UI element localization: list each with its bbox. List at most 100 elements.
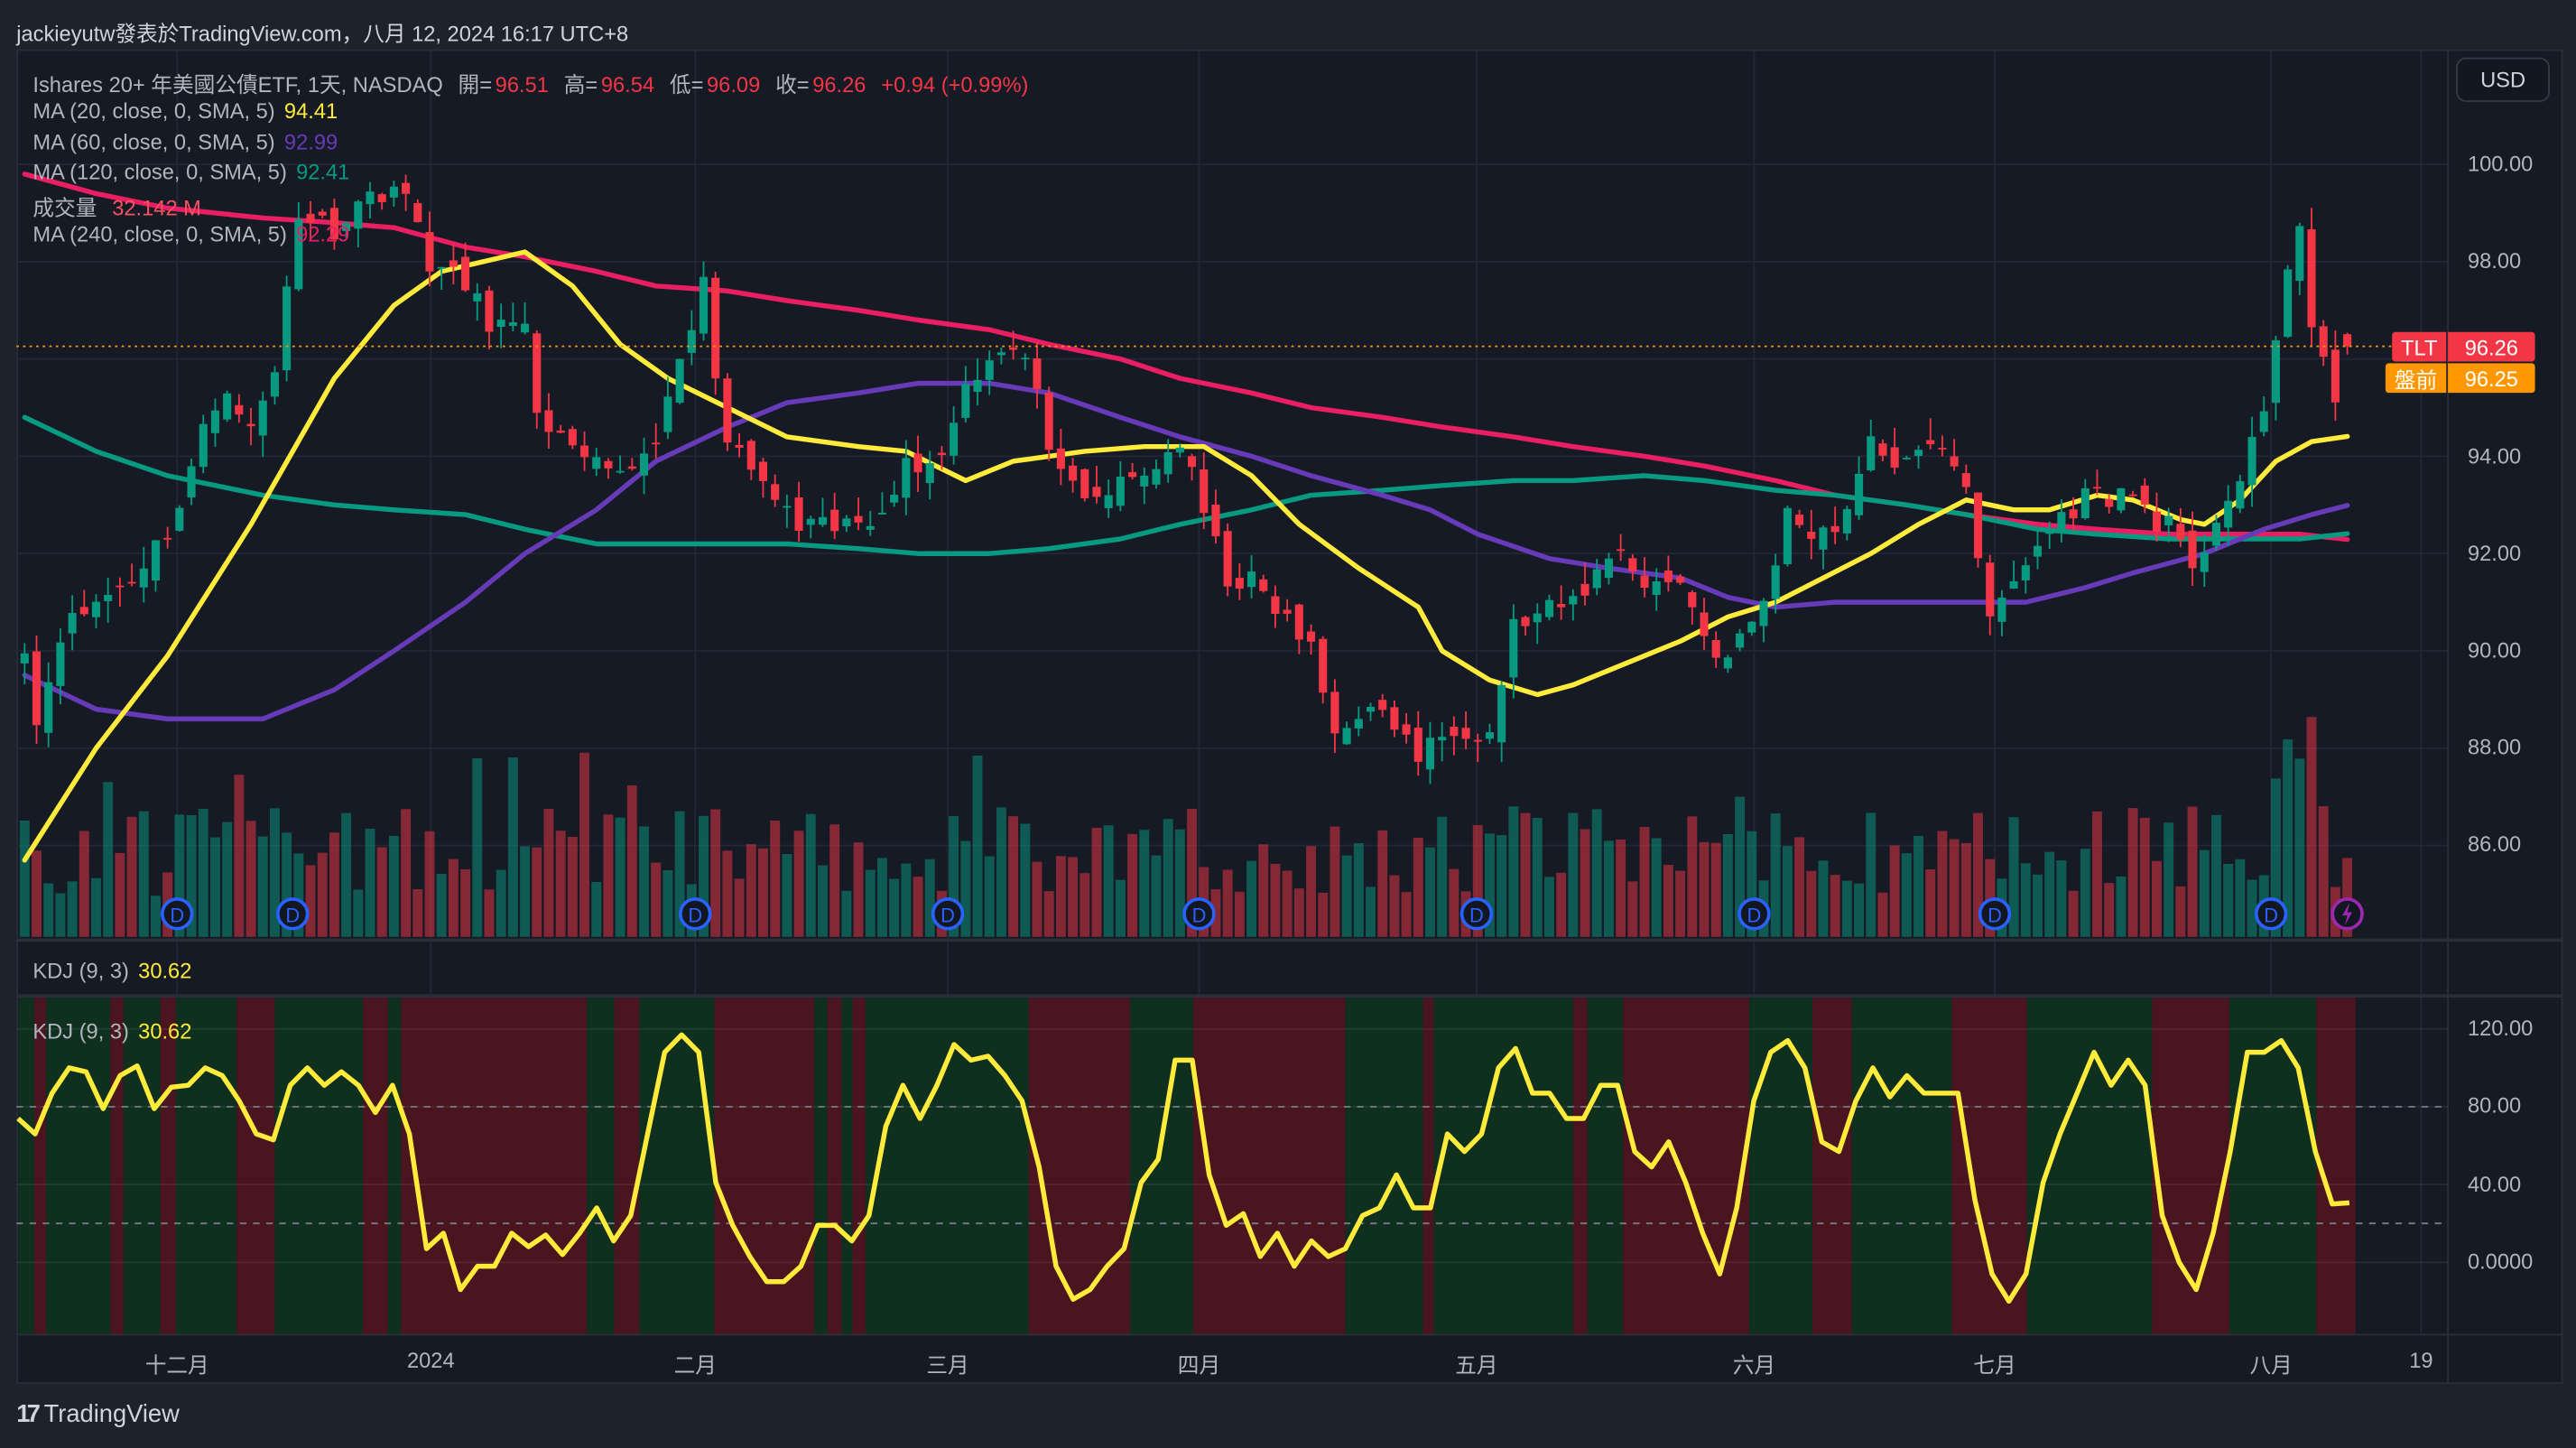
candle-up — [1783, 507, 1792, 564]
volume-bar — [412, 888, 423, 937]
volume-bar — [1735, 796, 1746, 937]
volume-bar — [1055, 856, 1066, 937]
candle-down — [794, 497, 803, 532]
candle-up — [2211, 523, 2221, 546]
kdj-value: 30.62 — [138, 1018, 192, 1044]
price-tick-label: 88.00 — [2467, 735, 2522, 760]
dividend-marker: D — [276, 897, 310, 931]
volume-bar — [984, 856, 995, 937]
symbol-legend[interactable]: Ishares 20+ 年美國公債ETF, 1天, NASDAQ 開= 96.51… — [32, 68, 1032, 99]
volume-bar — [1806, 870, 1817, 937]
ma60-legend[interactable]: MA (60, close, 0, SMA, 5) 92.99 — [32, 130, 340, 154]
volume-bar — [2164, 822, 2174, 937]
candle-up — [151, 540, 161, 581]
ma240-legend[interactable]: MA (240, close, 0, SMA, 5) 92.29 — [32, 222, 353, 246]
volume-bar — [1032, 861, 1042, 937]
volume-bar — [282, 832, 292, 937]
ma60-label: MA (60, close, 0, SMA, 5) — [32, 129, 275, 155]
candle-down — [711, 277, 720, 379]
dividend-label: D — [688, 904, 702, 926]
volume-legend[interactable]: 成交量 32.142 M — [32, 190, 204, 222]
volume-bar — [639, 826, 649, 937]
volume-bar — [2033, 874, 2043, 937]
ma240-label: MA (240, close, 0, SMA, 5) — [32, 221, 287, 247]
candle-down — [329, 208, 338, 240]
volume-bar — [1949, 839, 1960, 937]
candle-down — [1676, 576, 1685, 583]
candle-up — [1342, 728, 1351, 745]
bullish-band — [1433, 998, 1573, 1335]
ma120-legend[interactable]: MA (120, close, 0, SMA, 5) 92.41 — [32, 160, 353, 184]
volume-bar — [174, 814, 185, 937]
candle-down — [402, 182, 411, 194]
kdj-legend-collapsed[interactable]: KDJ (9, 3) 30.62 — [32, 958, 195, 982]
volume-bar — [1270, 863, 1281, 937]
volume-bar — [1330, 826, 1340, 937]
volume-bar — [269, 808, 280, 937]
tradingview-logo-icon: 17 — [16, 1400, 41, 1429]
candle-down — [913, 453, 922, 473]
bullish-band — [2229, 998, 2317, 1335]
dividend-icon — [276, 897, 310, 931]
volume-bar — [865, 869, 876, 937]
candle-up — [2224, 500, 2233, 528]
bullish-band — [1851, 998, 1952, 1335]
volume-bar — [1985, 859, 1996, 937]
candle-down — [1830, 525, 1839, 533]
dividend-marker: D — [161, 897, 194, 931]
bearish-band — [1572, 998, 1588, 1335]
bearish-band — [1623, 998, 1750, 1335]
candle-up — [283, 286, 292, 371]
volume-bar — [1020, 823, 1031, 937]
volume-bar — [1413, 838, 1423, 937]
bullish-band — [639, 998, 715, 1335]
high-value: 96.54 — [600, 72, 655, 97]
candle-up — [91, 601, 101, 617]
candle-down — [1330, 692, 1339, 734]
volume-bar — [1520, 812, 1531, 937]
volume-bar — [341, 812, 352, 937]
kdj-series-line — [16, 1032, 2350, 1304]
volume-bar — [758, 848, 768, 937]
volume-bar — [2127, 808, 2138, 937]
bearish-band — [2316, 998, 2356, 1335]
currency-button[interactable]: USD — [2456, 57, 2550, 102]
volume-bar — [1127, 833, 1138, 937]
candle-up — [890, 495, 899, 503]
candle-up — [1913, 450, 1923, 457]
volume-bar — [1722, 834, 1733, 937]
footer-brand[interactable]: 17 TradingView — [16, 1400, 180, 1428]
candle-down — [758, 461, 768, 481]
candle-up — [104, 594, 113, 601]
candle-down — [116, 585, 125, 588]
candle-down — [556, 430, 565, 433]
volume-bar — [2175, 886, 2186, 937]
volume-bar — [1282, 870, 1293, 937]
volume-bar — [1901, 853, 1912, 937]
volume-bar — [1747, 831, 1757, 937]
volume-bar — [79, 831, 89, 937]
volume-bar — [2223, 863, 2234, 937]
candle-down — [1128, 472, 1137, 478]
volume-bar — [793, 831, 804, 937]
volume-bar — [1639, 827, 1650, 937]
candle-down — [1461, 728, 1470, 739]
candle-down — [568, 429, 577, 446]
candle-down — [1795, 515, 1804, 525]
ma20-legend[interactable]: MA (20, close, 0, SMA, 5) 94.41 — [32, 98, 340, 123]
kdj-legend[interactable]: KDJ (9, 3) 30.62 — [32, 1019, 195, 1044]
volume-bar — [1543, 877, 1554, 937]
dividend-icon — [1459, 897, 1494, 931]
kdj-label: KDJ (9, 3) — [32, 958, 129, 983]
volume-bar — [246, 821, 256, 937]
candle-down — [2092, 487, 2102, 489]
volume-label: 成交量 — [32, 195, 97, 220]
candle-up — [1140, 475, 1149, 487]
volume-bar — [876, 858, 887, 937]
candle-down — [1211, 504, 1220, 537]
volume-bar — [1485, 833, 1495, 937]
volume-bar — [1663, 865, 1673, 937]
candle-up — [1771, 565, 1780, 599]
